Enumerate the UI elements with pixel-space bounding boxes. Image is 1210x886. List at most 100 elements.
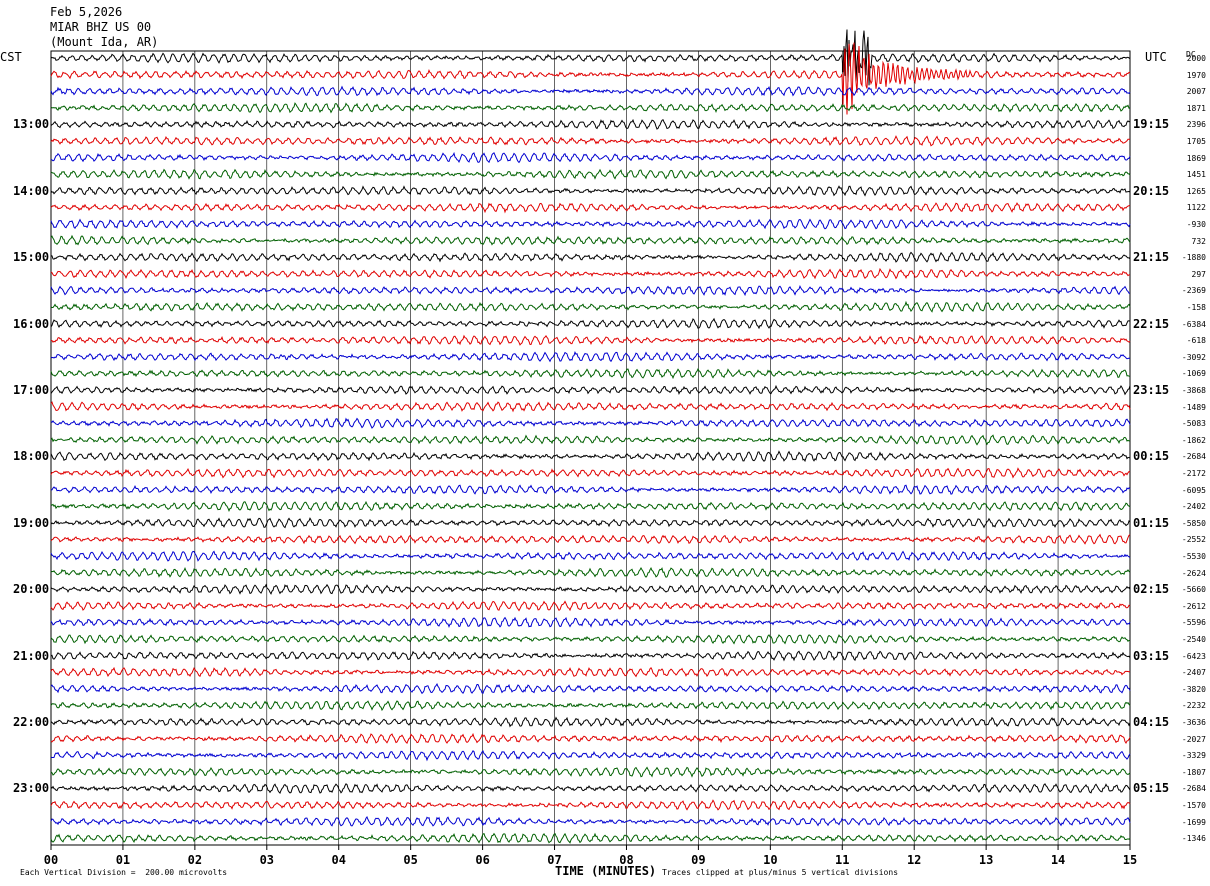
utc-hour-label: 21:15 bbox=[1133, 250, 1170, 265]
dc-offset-value: -5660 bbox=[1181, 585, 1206, 595]
seismic-trace-row bbox=[50, 683, 1131, 695]
cst-hour-label: 22:00 bbox=[13, 715, 50, 729]
left-timezone-label: CST bbox=[0, 50, 22, 64]
seismic-trace-row bbox=[50, 118, 1131, 130]
dc-offset-value: -2612 bbox=[1181, 601, 1206, 611]
dc-offset-value: 1122 bbox=[1186, 203, 1206, 213]
x-tick-label: 04 bbox=[331, 853, 346, 867]
utc-hour-label: 22:15 bbox=[1133, 316, 1170, 331]
x-tick-label: 11 bbox=[835, 853, 850, 867]
dc-offset-value: -5596 bbox=[1181, 618, 1206, 628]
x-tick-label: 01 bbox=[115, 853, 131, 867]
dc-offset-value: -3868 bbox=[1181, 386, 1206, 395]
utc-hour-label: 23:15 bbox=[1133, 383, 1170, 397]
dc-offset-value: 1705 bbox=[1186, 137, 1206, 146]
seismic-trace-row bbox=[50, 234, 1131, 246]
utc-hour-label: 02:15 bbox=[1133, 582, 1170, 597]
cst-hour-label: 18:00 bbox=[13, 449, 50, 464]
seismic-trace-row bbox=[50, 417, 1131, 429]
cst-hour-label: 21:00 bbox=[13, 648, 50, 663]
dc-offset-value: 2007 bbox=[1186, 87, 1206, 97]
seismic-trace-row bbox=[50, 29, 1131, 86]
seismic-trace-row bbox=[50, 300, 1131, 313]
clip-note: Traces clipped at plus/minus 5 vertical … bbox=[662, 868, 899, 877]
x-tick-label: 02 bbox=[187, 853, 203, 867]
dc-offset-value: -158 bbox=[1186, 303, 1206, 312]
date-label: Feb 5,2026 bbox=[50, 5, 123, 19]
dc-offset-value: 2396 bbox=[1186, 120, 1206, 130]
cst-hour-label: 14:00 bbox=[13, 183, 50, 198]
dc-offset-value: -6384 bbox=[1181, 319, 1206, 329]
seismic-trace-row bbox=[50, 484, 1131, 495]
dc-offset-value: -1489 bbox=[1181, 402, 1206, 412]
seismic-trace-row bbox=[50, 102, 1131, 114]
dc-offset-value: 1265 bbox=[1186, 186, 1206, 196]
dc-offset-value: -1862 bbox=[1181, 435, 1206, 445]
x-tick-label: 03 bbox=[259, 853, 275, 867]
dc-offset-value: 1871 bbox=[1186, 103, 1206, 113]
dc-offset-value: -1807 bbox=[1181, 767, 1206, 777]
seismic-trace-row bbox=[50, 799, 1131, 811]
dc-offset-value: -1880 bbox=[1181, 253, 1206, 263]
utc-hour-label: 04:15 bbox=[1133, 715, 1170, 729]
dc-offset-value: -1699 bbox=[1181, 817, 1206, 827]
dc-offset-value: -3820 bbox=[1181, 684, 1206, 694]
seismic-trace-row bbox=[50, 384, 1131, 396]
dc-offset-value: -2027 bbox=[1181, 734, 1206, 744]
x-tick-label: 13 bbox=[978, 853, 994, 867]
seismic-trace-row bbox=[50, 434, 1131, 446]
right-timezone-label: UTC bbox=[1145, 50, 1167, 64]
seismic-trace-row bbox=[50, 450, 1131, 463]
seismic-trace-row bbox=[50, 766, 1131, 778]
utc-hour-label: 03:15 bbox=[1133, 648, 1170, 663]
station-label: MIAR BHZ US 00 bbox=[50, 20, 152, 34]
dc-offset-value: -3092 bbox=[1181, 352, 1206, 362]
seismic-trace-row bbox=[50, 650, 1131, 662]
dc-offset-value: -1346 bbox=[1181, 834, 1206, 844]
dc-offset-value: -1570 bbox=[1181, 801, 1206, 810]
seismic-trace-row bbox=[50, 42, 1131, 115]
utc-hour-label: 01:15 bbox=[1133, 515, 1170, 530]
x-tick-label: 05 bbox=[403, 853, 418, 867]
seismic-trace-row bbox=[50, 218, 1131, 230]
seismic-trace-row bbox=[50, 285, 1131, 297]
seismic-trace-row bbox=[50, 500, 1131, 512]
x-tick-label: 00 bbox=[43, 853, 59, 867]
utc-hour-label: 05:15 bbox=[1133, 781, 1170, 796]
x-axis-label: TIME (MINUTES) bbox=[555, 864, 657, 878]
dc-offset-value: -2172 bbox=[1181, 469, 1206, 478]
x-tick-label: 09 bbox=[691, 853, 706, 867]
dc-offset-value: -2369 bbox=[1181, 286, 1206, 296]
seismic-trace-row bbox=[50, 700, 1131, 712]
seismic-trace-row bbox=[50, 533, 1131, 545]
seismic-trace-row bbox=[50, 85, 1131, 97]
dc-offset-value: -6423 bbox=[1181, 651, 1206, 661]
dc-offset-value: -1069 bbox=[1181, 369, 1206, 379]
seismic-trace-row bbox=[50, 583, 1131, 595]
dc-offset-value: -930 bbox=[1186, 220, 1206, 229]
cst-hour-label: 20:00 bbox=[13, 582, 50, 597]
dc-offset-value: -5530 bbox=[1181, 552, 1206, 561]
seismic-trace-row bbox=[50, 832, 1131, 844]
seismic-trace-row bbox=[50, 732, 1131, 745]
plot-frame bbox=[50, 50, 1131, 846]
seismic-trace-row bbox=[50, 550, 1131, 562]
cst-hour-label: 13:00 bbox=[13, 117, 50, 132]
seismic-trace-row bbox=[50, 401, 1131, 413]
seismic-trace-row bbox=[50, 367, 1131, 380]
x-tick-label: 10 bbox=[763, 853, 778, 867]
dc-offset-value: 1869 bbox=[1186, 153, 1206, 163]
dc-offset-value: -5850 bbox=[1181, 518, 1206, 528]
cst-hour-label: 15:00 bbox=[13, 250, 50, 265]
seismic-trace-row bbox=[50, 750, 1131, 762]
seismic-trace-row bbox=[50, 135, 1130, 147]
seismic-trace-row bbox=[50, 634, 1131, 645]
x-tick-label: 15 bbox=[1122, 853, 1138, 867]
seismic-trace-row bbox=[50, 517, 1131, 529]
seismic-trace-row bbox=[50, 251, 1131, 263]
dc-offset-value: -2407 bbox=[1181, 668, 1206, 678]
seismic-trace-row bbox=[50, 815, 1131, 827]
location-label: (Mount Ida, AR) bbox=[50, 35, 159, 49]
seismic-trace-row bbox=[50, 151, 1131, 164]
